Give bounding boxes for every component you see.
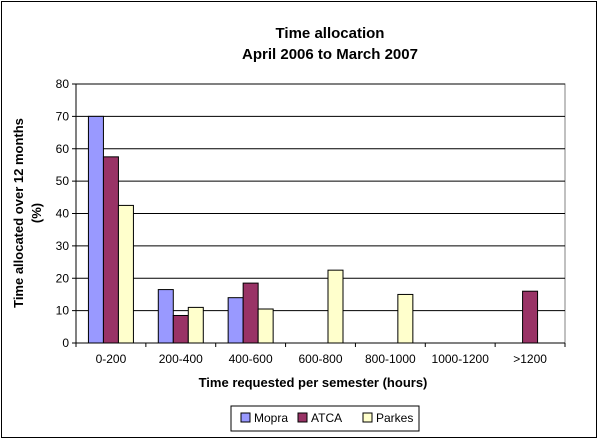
bar-mopra-200-400[interactable] <box>157 289 174 344</box>
bar-mopra-0-200[interactable] <box>87 115 104 344</box>
x-tick-label: >1200 <box>513 352 547 366</box>
bar-atca-400-600[interactable] <box>242 282 259 344</box>
legend-label-mopra: Mopra <box>254 411 288 425</box>
y-tick-label: 10 <box>56 304 70 318</box>
y-tick-label: 0 <box>62 336 69 350</box>
bar-parkes-0-200[interactable] <box>117 204 134 344</box>
bar-atca-0-200[interactable] <box>102 156 119 344</box>
chart-title-line-1: Time allocation <box>276 25 385 42</box>
legend-box <box>230 405 420 432</box>
legend-label-atca: ATCA <box>311 411 342 425</box>
legend-label-parkes: Parkes <box>376 411 413 425</box>
y-axis: 0 10 20 30 40 50 60 70 80 <box>56 77 77 350</box>
x-tick-label: 1000-1200 <box>432 352 490 366</box>
x-axis-label: Time requested per semester (hours) <box>199 375 428 390</box>
y-tick-label: 40 <box>56 207 70 221</box>
x-tick-label: 200-400 <box>159 352 203 366</box>
bar-atca->1200[interactable] <box>522 290 539 344</box>
chart-title-line-2: April 2006 to March 2007 <box>242 46 418 63</box>
bar-parkes-800-1000[interactable] <box>397 293 414 344</box>
legend-swatch-mopra <box>240 412 251 423</box>
x-tick-label: 400-600 <box>229 352 273 366</box>
x-tick-label: 600-800 <box>298 352 342 366</box>
y-axis-label-line-2: (%) <box>29 203 44 223</box>
y-tick-label: 50 <box>56 174 70 188</box>
gridlines <box>76 83 565 312</box>
x-tick-label: 0-200 <box>96 352 127 366</box>
legend-swatch-parkes <box>362 412 373 423</box>
y-axis-label-line-1: Time allocated over 12 months <box>11 118 26 308</box>
bar-parkes-400-600[interactable] <box>257 308 274 344</box>
y-tick-label: 30 <box>56 239 70 253</box>
y-tick-label: 70 <box>56 109 70 123</box>
bars <box>87 115 539 344</box>
x-tick-label: 800-1000 <box>365 352 416 366</box>
bar-mopra-400-600[interactable] <box>227 297 244 344</box>
bar-parkes-200-400[interactable] <box>187 306 204 344</box>
legend[interactable]: Mopra ATCA Parkes <box>230 405 420 432</box>
bar-parkes-600-800[interactable] <box>327 269 344 344</box>
y-tick-label: 80 <box>56 77 70 91</box>
legend-swatch-atca <box>297 412 308 423</box>
y-tick-label: 20 <box>56 271 70 285</box>
bar-atca-200-400[interactable] <box>172 314 189 344</box>
x-axis: 0-200 200-400 400-600 600-800 800-1000 1000-1… <box>75 342 566 366</box>
y-tick-label: 60 <box>56 142 70 156</box>
